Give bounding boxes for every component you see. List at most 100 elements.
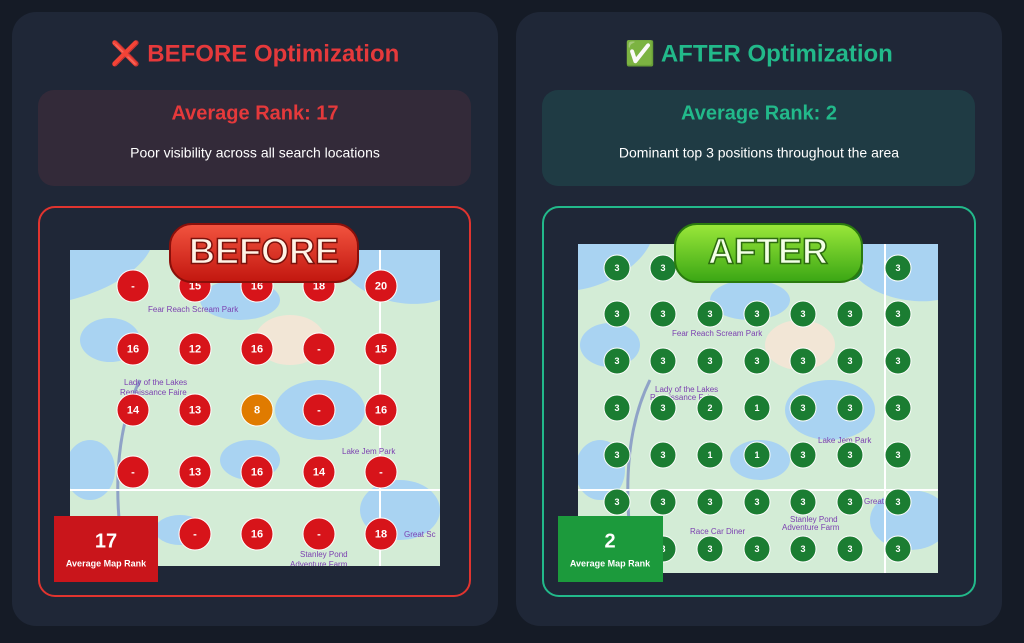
- rank-pin: [178, 517, 212, 551]
- rank-value: 3: [847, 403, 852, 413]
- rank-pin: [178, 455, 212, 489]
- rank-pin: [603, 347, 631, 375]
- rank-value: 3: [707, 544, 712, 554]
- rank-value: 16: [375, 404, 387, 416]
- rank-value: -: [131, 280, 135, 292]
- rank-value: 8: [254, 404, 260, 416]
- rank-value: 18: [313, 280, 325, 292]
- rank-value: 3: [754, 544, 759, 554]
- rank-pin: [743, 535, 771, 563]
- map-label: Lake Jem Park: [342, 447, 396, 456]
- rank-value: 16: [127, 343, 139, 355]
- rank-pin: [364, 517, 398, 551]
- rank-pin: [836, 347, 864, 375]
- map-label: Adventure Farm: [782, 523, 840, 532]
- rank-pin: [696, 394, 724, 422]
- rank-pin: [302, 332, 336, 366]
- rank-pin: [884, 488, 912, 516]
- rank-value: 3: [614, 403, 619, 413]
- map-label: Race Car Diner: [690, 527, 745, 536]
- map-label: Fear Reach Scream Park: [148, 305, 239, 314]
- rank-pin: [364, 332, 398, 366]
- rank-value: 16: [251, 528, 263, 540]
- rank-pin: [743, 441, 771, 469]
- rank-value: 16: [251, 466, 263, 478]
- rank-pin: [240, 332, 274, 366]
- rank-value: 3: [660, 309, 665, 319]
- rank-pin: [884, 300, 912, 328]
- rank-value: 2: [707, 403, 712, 413]
- rank-value: 15: [375, 343, 387, 355]
- rank-value: 16: [251, 343, 263, 355]
- rank-pin: [603, 441, 631, 469]
- rank-pin: [116, 393, 150, 427]
- summary-heading: Average Rank: 2: [681, 102, 837, 124]
- badge-text: AFTER: [708, 231, 828, 272]
- rank-value: -: [317, 404, 321, 416]
- rank-pin: [240, 517, 274, 551]
- average-label: Average Map Rank: [66, 558, 147, 568]
- panel-title: ✅ AFTER Optimization: [625, 39, 893, 67]
- rank-grid: 3 3 3 3 3 3 3 3 3 3 3 3 3 3 3 3 3 3 3 3 2 1 3 3 3 3 3 1 1 3 3 3 3 3 3 3 3 3 3 3…: [603, 254, 912, 563]
- rank-pin: [743, 347, 771, 375]
- map: Fear Reach Scream Park Lady of the Lakes…: [70, 250, 440, 566]
- rank-pin: [302, 517, 336, 551]
- rank-value: 13: [189, 404, 201, 416]
- rank-pin: [743, 488, 771, 516]
- rank-pin: [649, 347, 677, 375]
- rank-value: 3: [895, 263, 900, 273]
- summary-text: Dominant top 3 positions throughout the …: [619, 145, 899, 161]
- rank-pin: [364, 393, 398, 427]
- rank-pin: [649, 441, 677, 469]
- badge-text: BEFORE: [189, 231, 339, 272]
- rank-value: 3: [847, 450, 852, 460]
- average-badge: [558, 516, 663, 582]
- rank-value: 15: [189, 280, 201, 292]
- rank-pin: [364, 455, 398, 489]
- rank-value: 12: [189, 343, 201, 355]
- rank-value: 3: [895, 356, 900, 366]
- map-frame: [542, 206, 976, 597]
- rank-value: 3: [660, 403, 665, 413]
- rank-value: 3: [660, 450, 665, 460]
- rank-pin: [178, 332, 212, 366]
- map-label: Renaissance Faire: [120, 388, 187, 397]
- rank-pin: [603, 488, 631, 516]
- rank-pin: [743, 300, 771, 328]
- rank-pin: [884, 441, 912, 469]
- rank-pin: [696, 535, 724, 563]
- rank-value: 14: [127, 404, 140, 416]
- rank-value: 16: [251, 280, 263, 292]
- map-label: Stanley Pond: [790, 515, 838, 524]
- rank-value: 1: [707, 450, 712, 460]
- summary-box: [542, 90, 975, 186]
- rank-value: 3: [847, 497, 852, 507]
- rank-pin: [302, 455, 336, 489]
- summary-text: Poor visibility across all search locati…: [130, 145, 380, 161]
- map-label: Great Sc: [404, 530, 436, 539]
- rank-pin: [789, 535, 817, 563]
- rank-value: -: [379, 466, 383, 478]
- rank-value: 3: [895, 403, 900, 413]
- rank-pin: [603, 300, 631, 328]
- rank-pin: [884, 535, 912, 563]
- rank-pin: [789, 441, 817, 469]
- rank-value: 3: [847, 309, 852, 319]
- rank-pin: [789, 347, 817, 375]
- rank-pin: [603, 254, 631, 282]
- average-badge: [54, 516, 158, 582]
- rank-value: 18: [375, 528, 387, 540]
- rank-pin: [789, 488, 817, 516]
- rank-value: -: [131, 466, 135, 478]
- rank-value: 3: [707, 356, 712, 366]
- rank-value: 3: [847, 544, 852, 554]
- average-value: 2: [604, 530, 615, 552]
- rank-value: 3: [800, 403, 805, 413]
- rank-value: 3: [800, 356, 805, 366]
- rank-value: -: [193, 528, 197, 540]
- average-label: Average Map Rank: [570, 558, 651, 568]
- rank-pin: [789, 300, 817, 328]
- rank-value: -: [317, 343, 321, 355]
- rank-value: 13: [189, 466, 201, 478]
